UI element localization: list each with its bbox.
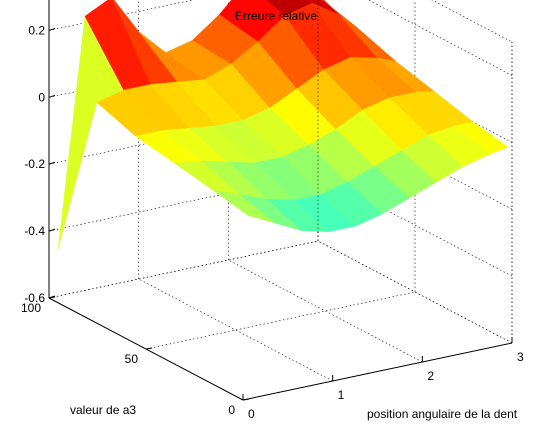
x-tick-label: 0 [248, 407, 255, 421]
x-axis-label: position angulaire de la dent [367, 407, 518, 421]
grid-line-floor-x [228, 259, 423, 363]
grid-line-side-z [317, 240, 513, 344]
grid-line-side-z [317, 40, 513, 143]
z-tick-mark [48, 27, 56, 31]
y-tick-label: 50 [125, 352, 139, 366]
z-tick-label: -0.4 [24, 224, 45, 238]
y-tick-label: 0 [228, 403, 235, 417]
x-tick-label: 3 [517, 350, 524, 364]
grid-line-side-z [317, 106, 513, 210]
y-tick-mark [145, 347, 153, 350]
surface-patch [454, 121, 509, 155]
surface-mesh [57, 0, 509, 250]
y-tick-label: 100 [21, 301, 41, 315]
grid-line-side-z [367, 0, 513, 76]
z-tick-label: -0.6 [24, 291, 45, 305]
z-tick-mark [48, 94, 56, 98]
x-tick-label: 2 [427, 369, 434, 383]
z-tick-mark [48, 228, 56, 232]
tick-layer: 0 1 2 3 0 50 100-0.6 -0.4 -0.2 0 0.2 [21, 23, 524, 421]
grid-line-back-z [48, 0, 195, 31]
grid-line-floor-y [145, 291, 416, 350]
x-tick-label: 1 [338, 388, 345, 402]
z-tick-mark [48, 161, 56, 165]
z-tick-mark [48, 295, 56, 299]
chart-title: Erreure relative [235, 9, 317, 23]
z-tick-label: 0 [38, 90, 45, 104]
z-tick-label: 0.2 [28, 23, 45, 37]
z-tick-label: -0.2 [24, 157, 45, 171]
y-axis-label: valeur de a3 [70, 403, 136, 417]
axis-x-line [242, 342, 513, 401]
grid-line-floor-x [138, 278, 333, 382]
y-tick-mark [242, 398, 250, 401]
grid-line-back-z [48, 240, 319, 299]
grid-line-side-z [317, 173, 513, 277]
